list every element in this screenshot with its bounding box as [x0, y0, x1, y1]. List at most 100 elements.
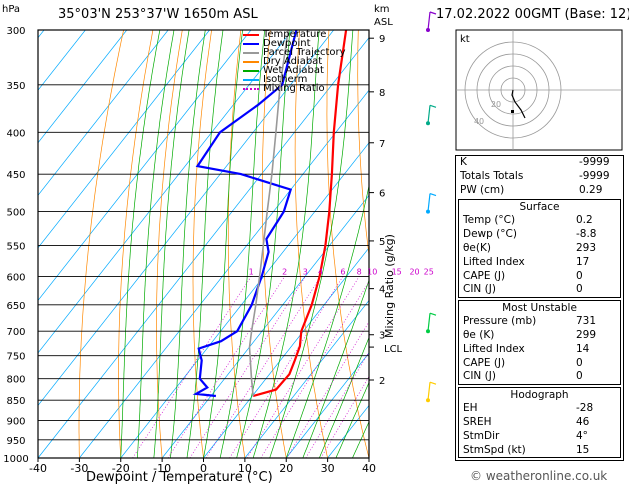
isotherm-line: [38, 30, 252, 301]
wind-barb-flag: [429, 11, 437, 15]
hodo-row: StmSpd (kt) 15: [463, 443, 590, 456]
surface-row: Dewp (°C) -8.8: [463, 228, 597, 241]
legend-item: Parcel Trajectory: [243, 48, 346, 58]
isotherm-line: [285, 352, 369, 458]
km-label: km: [374, 4, 390, 15]
wet-adiabat-line: [285, 184, 369, 458]
most-unstable-title: Most Unstable: [502, 302, 577, 315]
wind-barb-dot: [426, 121, 430, 126]
wind-barb-staff: [427, 313, 431, 332]
wind-barbs: [426, 11, 437, 403]
legend-swatch: [243, 78, 259, 81]
surface-row: CAPE (J) 0: [463, 269, 583, 282]
wind-barb-staff: [427, 105, 431, 124]
x-tick-label: 30: [321, 462, 335, 475]
mixing-ratio-label: 10: [367, 267, 377, 276]
x-tick-label: -40: [29, 462, 47, 475]
x-tick-label: 10: [238, 462, 252, 475]
km-tick-label: 7: [379, 139, 385, 150]
station-title: 35°03'N 253°37'W 1650m ASL: [58, 7, 258, 22]
hodo-row: StmDir 4°: [463, 429, 588, 442]
wet-adiabat-line: [318, 336, 369, 458]
mixing-ratio-label: 6: [340, 267, 345, 276]
surface-section: Surface Temp (°C) 0.2 Dewp (°C) -8.8 θe(K)…: [458, 199, 621, 299]
wind-barb-dot: [426, 28, 430, 32]
series-layer: [192, 30, 348, 398]
mu-row: CAPE (J) 0: [463, 356, 583, 369]
mu-row: CIN (J) 0: [463, 370, 583, 383]
dry-adiabat-line: [357, 30, 369, 258]
km-tick-label: 6: [379, 189, 385, 200]
mu-row: θe (K) 299: [463, 328, 597, 341]
pressure-tick-label: 550: [6, 241, 25, 252]
hodograph-ring-label: 40: [474, 117, 484, 126]
hodograph-title: Hodograph: [510, 389, 569, 402]
mixing-ratio-label: 25: [424, 267, 434, 276]
hpa-label: hPa: [2, 4, 21, 15]
isotherm-line: [244, 299, 369, 458]
pressure-tick-label: 600: [6, 272, 25, 283]
hodograph-section: Hodograph EH -28 SREH 46 StmDir 4° StmSpd (…: [458, 387, 621, 459]
mixing-ratio-line: [205, 276, 321, 458]
pressure-tick-label: 650: [6, 301, 25, 312]
legend-swatch: [243, 87, 259, 90]
wind-barb-flag: [429, 104, 437, 108]
wet-adiabat-line: [335, 381, 369, 458]
wet-adiabat-line: [269, 30, 354, 458]
mixing-ratio-label: 20: [409, 267, 419, 276]
isotherm-line: [38, 30, 128, 144]
surface-row: CIN (J) 0: [463, 283, 583, 296]
pressure-tick-label: 500: [6, 208, 25, 219]
surface-title: Surface: [519, 201, 560, 214]
pressure-tick-label: 950: [6, 436, 25, 447]
pressure-tick-label: 300: [6, 26, 25, 37]
dry-adiabat-line: [388, 30, 452, 458]
isotherm-line: [38, 30, 169, 196]
pressure-tick-label: 700: [6, 327, 25, 338]
hodo-row: SREH 46: [463, 415, 590, 428]
km-tick-label: 3: [379, 331, 385, 342]
wet-adiabat-line: [136, 30, 175, 458]
dry-adiabat-line: [227, 30, 246, 458]
mixing-ratio-line: [286, 321, 369, 458]
wind-barb-flag: [429, 381, 437, 385]
legend-item: Mixing Ratio: [243, 84, 346, 94]
x-axis-label: Dewpoint / Temperature (°C): [86, 470, 273, 485]
mixing-ratio-label: 3: [303, 267, 308, 276]
legend-swatch: [243, 42, 259, 45]
km-tick-label: 8: [379, 88, 385, 99]
hodograph-storm-marker: [511, 110, 514, 113]
datetime-title: 17.02.2022 00GMT (Base: 12): [436, 7, 629, 22]
pressure-tick-label: 450: [6, 170, 25, 181]
series-line-temperature: [252, 30, 348, 398]
pressure-tick-label: 850: [6, 396, 25, 407]
x-tick-label: 0: [200, 462, 207, 475]
hodograph: kt 20 40: [455, 29, 623, 151]
surface-row: Lifted Index 17: [463, 255, 590, 268]
surface-row: θe(K) 293: [463, 241, 597, 254]
km-tick-label: 9: [379, 34, 385, 45]
isotherm-line: [38, 30, 293, 354]
hodograph-unit-label: kt: [460, 34, 470, 45]
hodo-row: EH -28: [463, 402, 594, 415]
index-row: Totals Totals -9999: [460, 169, 610, 182]
wind-barb-flag: [429, 312, 437, 316]
mu-row: Pressure (mb) 731: [463, 315, 597, 328]
legend-item: Dry Adiabat: [243, 57, 346, 67]
wind-barb-staff: [427, 11, 431, 31]
mu-row: Lifted Index 14: [463, 342, 590, 355]
isotherm-line: [38, 30, 210, 249]
pressure-tick-label: 1000: [3, 454, 28, 465]
mixing-ratio-line: [320, 375, 369, 458]
isotherm-line: [120, 142, 369, 458]
pressure-tick-label: 900: [6, 417, 25, 428]
mixing-ratio-line: [167, 276, 285, 458]
credit: © weatheronline.co.uk: [470, 469, 608, 483]
isotherm-line: [203, 247, 369, 458]
surface-row: Temp (°C) 0.2: [463, 214, 593, 227]
legend-swatch: [243, 51, 259, 54]
x-tick-label: 40: [362, 462, 376, 475]
indices-table: K -9999 Totals Totals -9999 PW (cm) 0.29 Su…: [455, 155, 624, 462]
isotherm-line: [79, 89, 369, 458]
isotherm-line: [38, 37, 369, 458]
